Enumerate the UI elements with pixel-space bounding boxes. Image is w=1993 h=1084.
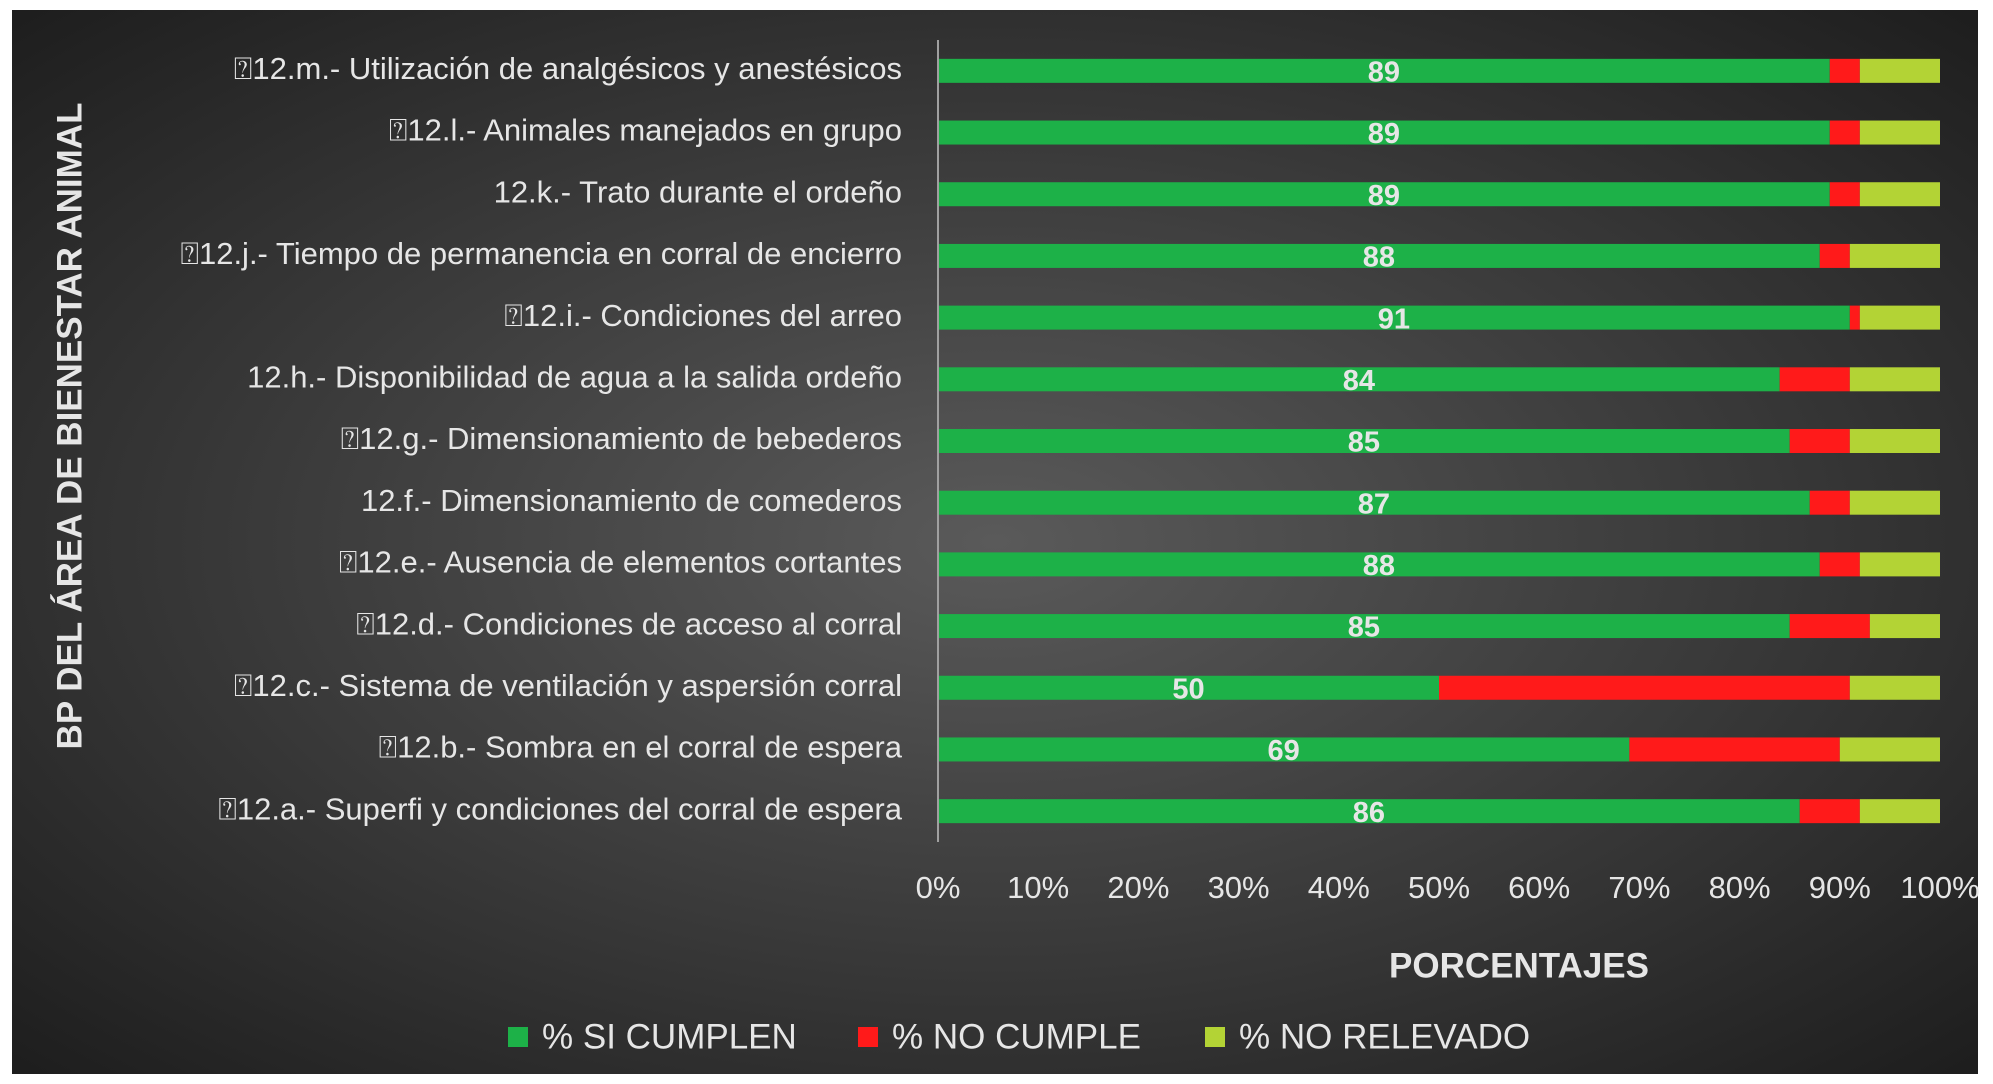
bar-segment [1439,675,1850,700]
bar-segment [1809,490,1850,515]
data-label: 69 [1268,735,1300,767]
data-label: 86 [1353,797,1385,829]
x-tick-label: 60% [1508,870,1570,905]
background [12,10,1978,1074]
y-tick-label: 12.k.- Trato durante el ordeño [494,174,902,209]
x-tick-label: 0% [916,870,961,905]
data-label: 87 [1358,488,1390,520]
x-tick-label: 40% [1308,870,1370,905]
bar-segment [938,675,1439,700]
bar-segment [1789,429,1850,453]
legend-label: % SI CUMPLEN [542,1017,797,1056]
bar-segment [1819,552,1860,577]
bar-segment [1859,120,1940,145]
data-label: 89 [1368,118,1400,150]
x-tick-label: 20% [1107,870,1169,905]
bar-segment [938,552,1820,577]
y-tick-label: ⍰12.l.- Animales manejados en grupo [389,113,902,148]
bar-segment [1849,490,1940,515]
bar-segment [938,120,1830,145]
bar-segment [938,367,1780,392]
bar-segment [938,243,1820,268]
y-tick-label: ⍰12.i.- Condiciones del arreo [504,298,902,333]
x-tick-label: 100% [1900,870,1979,905]
data-label: 89 [1368,180,1400,212]
y-tick-label: ⍰12.m.- Utilización de analgésicos y ane… [234,51,902,86]
bar-segment [1849,243,1940,268]
bar-segment [1849,305,1860,330]
bar-segment [1859,58,1940,83]
bar-segment [1829,58,1860,83]
y-axis-title: BP DEL ÁREA DE BIENESTAR ANIMAL [49,103,89,750]
bar-segment [1829,182,1860,207]
data-label: 85 [1348,612,1380,644]
data-label: 84 [1343,365,1375,397]
data-label: 50 [1172,673,1204,705]
y-tick-label: ⍰12.g.- Dimensionamiento de bebederos [341,421,902,456]
y-tick-label: ⍰12.b.- Sombra en el corral de espera [379,730,903,765]
bar-segment [1859,799,1940,824]
data-label: 85 [1348,427,1380,459]
y-tick-label: 12.h.- Disponibilidad de agua a la salid… [247,359,902,394]
bar-segment [938,58,1830,83]
data-label: 91 [1378,303,1410,335]
bar-segment [1839,737,1940,762]
x-tick-label: 70% [1608,870,1670,905]
bar-segment [1859,552,1940,577]
bar-segment [938,737,1630,762]
x-axis-title: PORCENTAJES [1389,946,1649,985]
bar-segment [1849,429,1940,453]
bar-segment [1819,243,1850,268]
legend-label: % NO CUMPLE [892,1017,1141,1056]
bar-segment [1869,614,1940,639]
bar-segment [938,305,1850,330]
bar-segment [1859,182,1940,207]
y-tick-label: 12.f.- Dimensionamiento de comederos [361,483,902,518]
bar-segment [1849,675,1940,700]
data-label: 89 [1368,57,1400,89]
bar-segment [1779,367,1850,392]
legend-swatch [858,1027,878,1047]
bar-segment [1859,305,1940,330]
x-tick-label: 10% [1007,870,1069,905]
data-label: 88 [1363,242,1395,274]
x-tick-label: 80% [1709,870,1771,905]
bar-segment [938,614,1790,639]
data-label: 88 [1363,550,1395,582]
bar-segment [938,429,1790,453]
bar-segment [1789,614,1870,639]
y-tick-label: ⍰12.a.- Superfi y condiciones del corral… [218,791,903,826]
x-tick-label: 30% [1208,870,1270,905]
bar-segment [1829,120,1860,145]
bar-segment [1849,367,1940,392]
bar-segment [938,490,1810,515]
y-tick-label: ⍰12.d.- Condiciones de acceso al corral [356,606,902,641]
bar-segment [1629,737,1840,762]
y-tick-label: ⍰12.c.- Sistema de ventilación y aspersi… [234,668,902,703]
bar-segment [938,799,1800,824]
legend-swatch [508,1027,528,1047]
bar-segment [1799,799,1860,824]
x-tick-label: 90% [1809,870,1871,905]
legend-swatch [1205,1027,1225,1047]
x-tick-label: 50% [1408,870,1470,905]
y-tick-label: ⍰12.j.- Tiempo de permanencia en corral … [180,236,902,271]
bar-segment [938,182,1830,207]
legend-label: % NO RELEVADO [1239,1017,1530,1056]
y-tick-label: ⍰12.e.- Ausencia de elementos cortantes [339,545,902,580]
